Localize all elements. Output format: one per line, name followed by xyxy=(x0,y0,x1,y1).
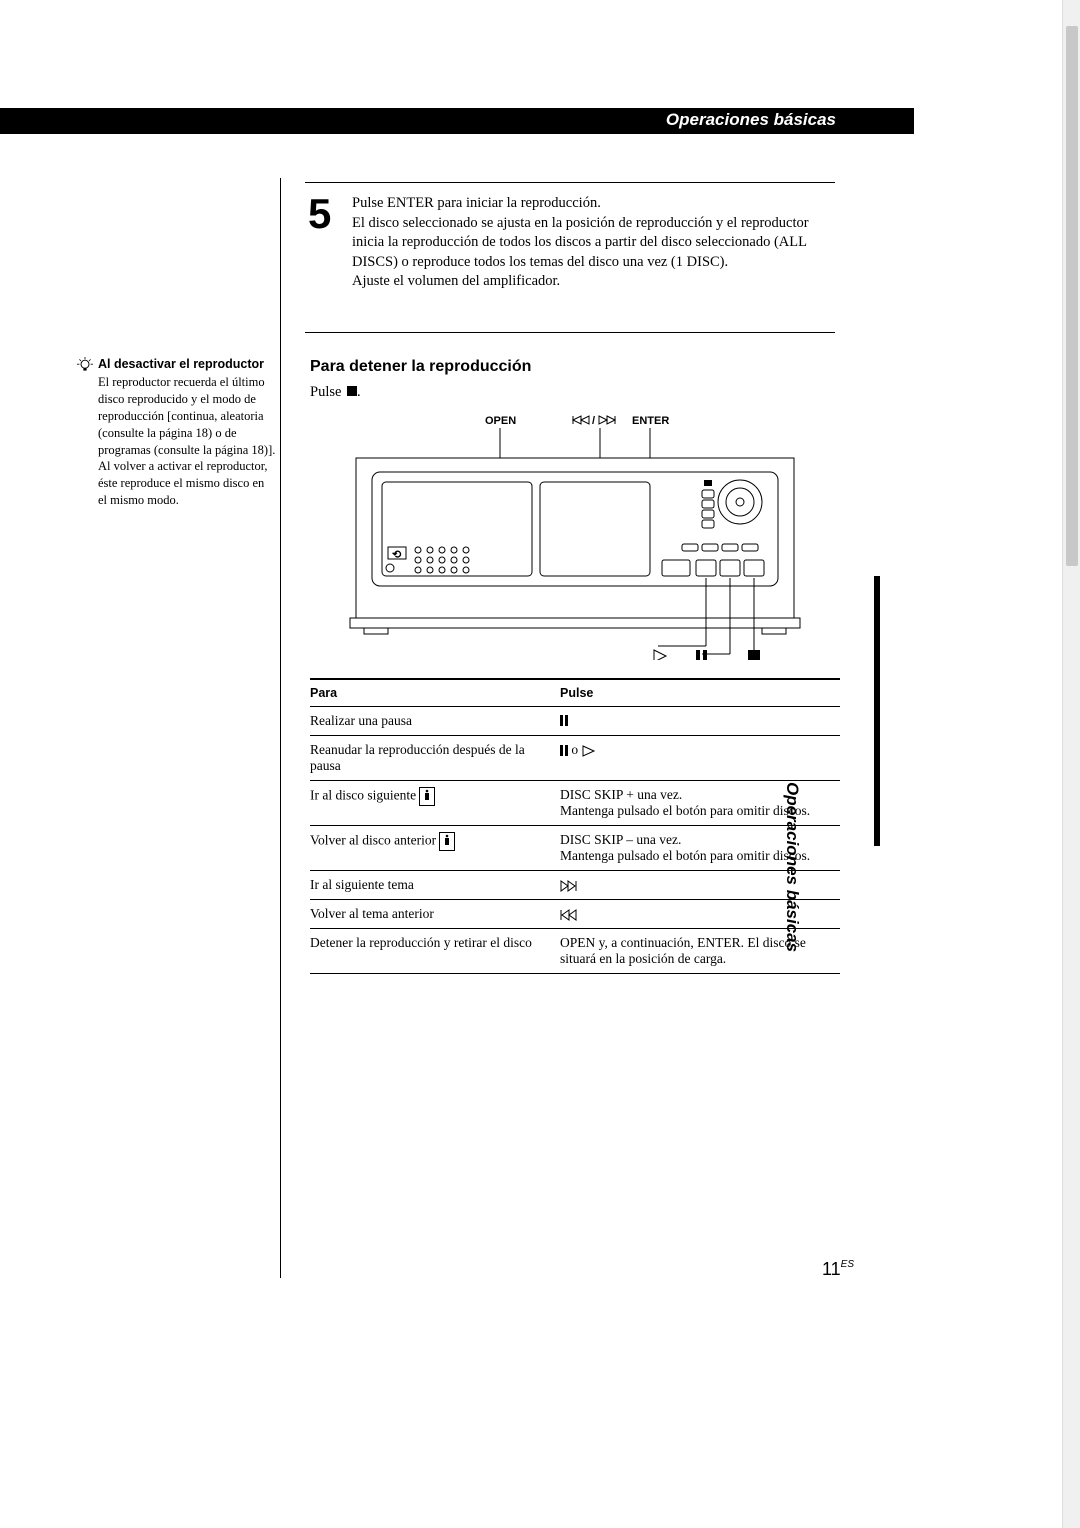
header-band: Operaciones básicas xyxy=(0,108,914,134)
table-cell-para: Volver al disco anterior xyxy=(310,832,560,864)
table-cell-pulse xyxy=(560,906,840,922)
tip-title: Al desactivar el reproductor xyxy=(98,357,264,371)
table-cell-para: Volver al tema anterior xyxy=(310,906,560,922)
section-heading: Para detener la reproducción xyxy=(310,358,531,376)
remote-icon xyxy=(439,832,455,851)
page-number: 11ES xyxy=(822,1259,854,1280)
table-cell-pulse: o xyxy=(560,742,840,774)
table-row: Volver al disco anterior DISC SKIP – una… xyxy=(310,826,840,870)
step-number: 5 xyxy=(308,190,331,238)
step-bottom-rule xyxy=(305,332,835,333)
table-cell-pulse: OPEN y, a continuación, ENTER. El disco … xyxy=(560,935,840,967)
table-row: Volver al tema anterior xyxy=(310,900,840,928)
table-row: Realizar una pausa xyxy=(310,707,840,735)
table-cell-para: Ir al siguiente tema xyxy=(310,877,560,893)
table-row: Ir al siguiente tema xyxy=(310,871,840,899)
section-text-prefix: Pulse xyxy=(310,384,345,400)
table-row: Detener la reproducción y retirar el dis… xyxy=(310,929,840,973)
table-cell-pulse xyxy=(560,877,840,893)
table-cell-para: Realizar una pausa xyxy=(310,713,560,729)
diagram-label-enter: ENTER xyxy=(632,415,669,427)
table-header-para: Para xyxy=(310,686,560,700)
step-top-rule xyxy=(305,182,835,183)
table-header-pulse: Pulse xyxy=(560,686,840,700)
page: Operaciones básicas 5 Pulse ENTER para i… xyxy=(0,22,914,1302)
table-cell-pulse xyxy=(560,713,840,729)
scrollbar-thumb[interactable] xyxy=(1066,26,1078,566)
remote-icon xyxy=(419,787,435,806)
table-cell-para: Detener la reproducción y retirar el dis… xyxy=(310,935,560,967)
side-label-bar xyxy=(874,576,880,846)
page-number-value: 11 xyxy=(822,1259,841,1279)
step-text: Pulse ENTER para iniciar la reproducción… xyxy=(352,194,832,292)
header-title: Operaciones básicas xyxy=(666,110,836,130)
table-row: Reanudar la reproducción después de la p… xyxy=(310,736,840,780)
page-lang: ES xyxy=(841,1259,854,1270)
device-diagram: OPEN / ENTER ⟲ xyxy=(310,410,840,660)
stop-icon xyxy=(748,650,760,660)
table-row: Ir al disco siguiente DISC SKIP + una ve… xyxy=(310,781,840,825)
stop-icon xyxy=(347,386,357,396)
table-cell-para: Reanudar la reproducción después de la p… xyxy=(310,742,560,774)
diagram-label-skip-icon: / xyxy=(573,415,615,427)
tip-body: El reproductor recuerda el último disco … xyxy=(98,374,276,509)
vertical-scrollbar[interactable] xyxy=(1062,0,1080,1528)
svg-text:/: / xyxy=(592,415,595,427)
svg-text:⟲: ⟲ xyxy=(392,549,402,561)
tip-lightbulb-icon xyxy=(77,357,93,373)
pause-icon xyxy=(696,650,707,660)
diagram-label-open: OPEN xyxy=(485,415,516,427)
table-cell-pulse: DISC SKIP + una vez.Mantenga pulsado el … xyxy=(560,787,840,819)
section-text: Pulse . xyxy=(310,384,361,401)
play-outline-icon xyxy=(654,650,666,660)
table-cell-para: Ir al disco siguiente xyxy=(310,787,560,819)
table-cell-pulse: DISC SKIP – una vez.Mantenga pulsado el … xyxy=(560,832,840,864)
column-divider xyxy=(280,178,281,1278)
controls-table: Para Pulse Realizar una pausa Reanudar la… xyxy=(310,678,840,974)
